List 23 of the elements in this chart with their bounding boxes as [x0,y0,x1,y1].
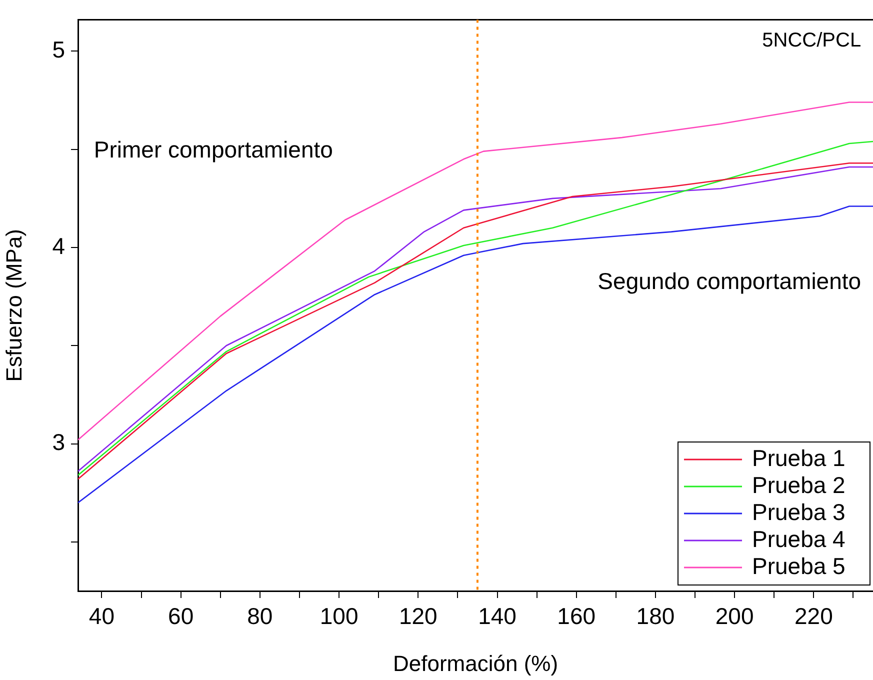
x-axis-title: Deformación (%) [392,650,558,676]
x-tick-label: 160 [557,603,596,630]
y-tick-label: 4 [52,232,66,259]
legend-label: Prueba 3 [752,498,846,525]
x-tick-label: 140 [478,603,516,630]
x-tick-label: 100 [320,603,358,630]
x-tick-label: 200 [715,603,754,630]
x-tick-label: 80 [247,603,273,630]
annotation: Segundo comportamiento [598,268,862,294]
legend-label: Prueba 4 [752,526,846,552]
annotation: Primer comportamiento [94,136,333,163]
annotation: 5NCC/PCL [762,30,862,52]
x-tick-label: 120 [398,603,438,630]
x-tick-label: 60 [168,603,194,630]
y-axis-title: Esfuerzo (MPa) [1,228,26,382]
x-tick-label: 220 [794,603,833,630]
y-tick-label: 5 [52,36,65,63]
legend-label: Prueba 2 [752,472,846,498]
legend-label: Prueba 1 [752,444,846,471]
legend-label: Prueba 5 [752,552,846,579]
x-tick-label: 40 [88,603,115,630]
x-tick-label: 180 [636,603,675,630]
y-tick-label: 3 [52,429,65,456]
